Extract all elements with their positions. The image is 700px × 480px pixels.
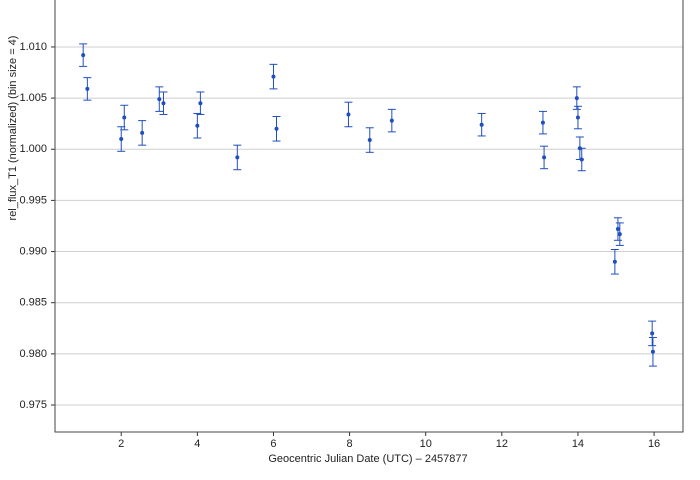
y-tick-label: 0.995 bbox=[19, 194, 47, 206]
data-point bbox=[81, 53, 86, 58]
data-point bbox=[617, 232, 622, 237]
y-tick-label: 1.005 bbox=[19, 92, 47, 104]
data-point bbox=[615, 227, 620, 232]
data-point bbox=[161, 101, 166, 106]
data-point bbox=[579, 157, 584, 162]
data-point bbox=[119, 137, 124, 142]
y-tick-label: 1.000 bbox=[19, 143, 47, 155]
data-point bbox=[122, 115, 127, 120]
data-point bbox=[540, 120, 545, 125]
x-tick-label: 6 bbox=[270, 438, 276, 450]
x-tick-label: 14 bbox=[572, 438, 584, 450]
y-tick-label: 0.990 bbox=[19, 245, 47, 257]
data-point bbox=[85, 86, 90, 91]
data-point bbox=[157, 97, 162, 102]
data-point bbox=[271, 74, 276, 79]
y-tick-label: 0.975 bbox=[19, 399, 47, 411]
data-point bbox=[612, 259, 617, 264]
y-tick-label: 0.980 bbox=[19, 348, 47, 360]
data-point bbox=[574, 96, 579, 101]
data-point bbox=[140, 130, 145, 135]
x-axis-label: Geocentric Julian Date (UTC) – 2457877 bbox=[268, 453, 467, 465]
data-point bbox=[542, 155, 547, 160]
x-tick-label: 4 bbox=[194, 438, 200, 450]
data-point bbox=[650, 331, 655, 336]
plot-frame bbox=[54, 0, 684, 433]
data-point bbox=[235, 155, 240, 160]
y-tick-label: 0.985 bbox=[19, 297, 47, 309]
data-point bbox=[389, 118, 394, 123]
data-point bbox=[195, 123, 200, 128]
data-point bbox=[575, 115, 580, 120]
data-point bbox=[198, 101, 203, 106]
x-tick-label: 10 bbox=[420, 438, 432, 450]
data-point bbox=[367, 138, 372, 143]
x-tick-label: 12 bbox=[496, 438, 508, 450]
data-point bbox=[650, 349, 655, 354]
y-axis-label: rel_flux_T1 (normalized) (bin size = 4) bbox=[7, 36, 19, 221]
data-point bbox=[346, 112, 351, 117]
x-tick-label: 8 bbox=[347, 438, 353, 450]
y-tick-label: 1.010 bbox=[19, 41, 47, 53]
x-tick-label: 16 bbox=[648, 438, 660, 450]
x-tick-label: 2 bbox=[118, 438, 124, 450]
data-point bbox=[479, 122, 484, 127]
data-point bbox=[274, 126, 279, 131]
